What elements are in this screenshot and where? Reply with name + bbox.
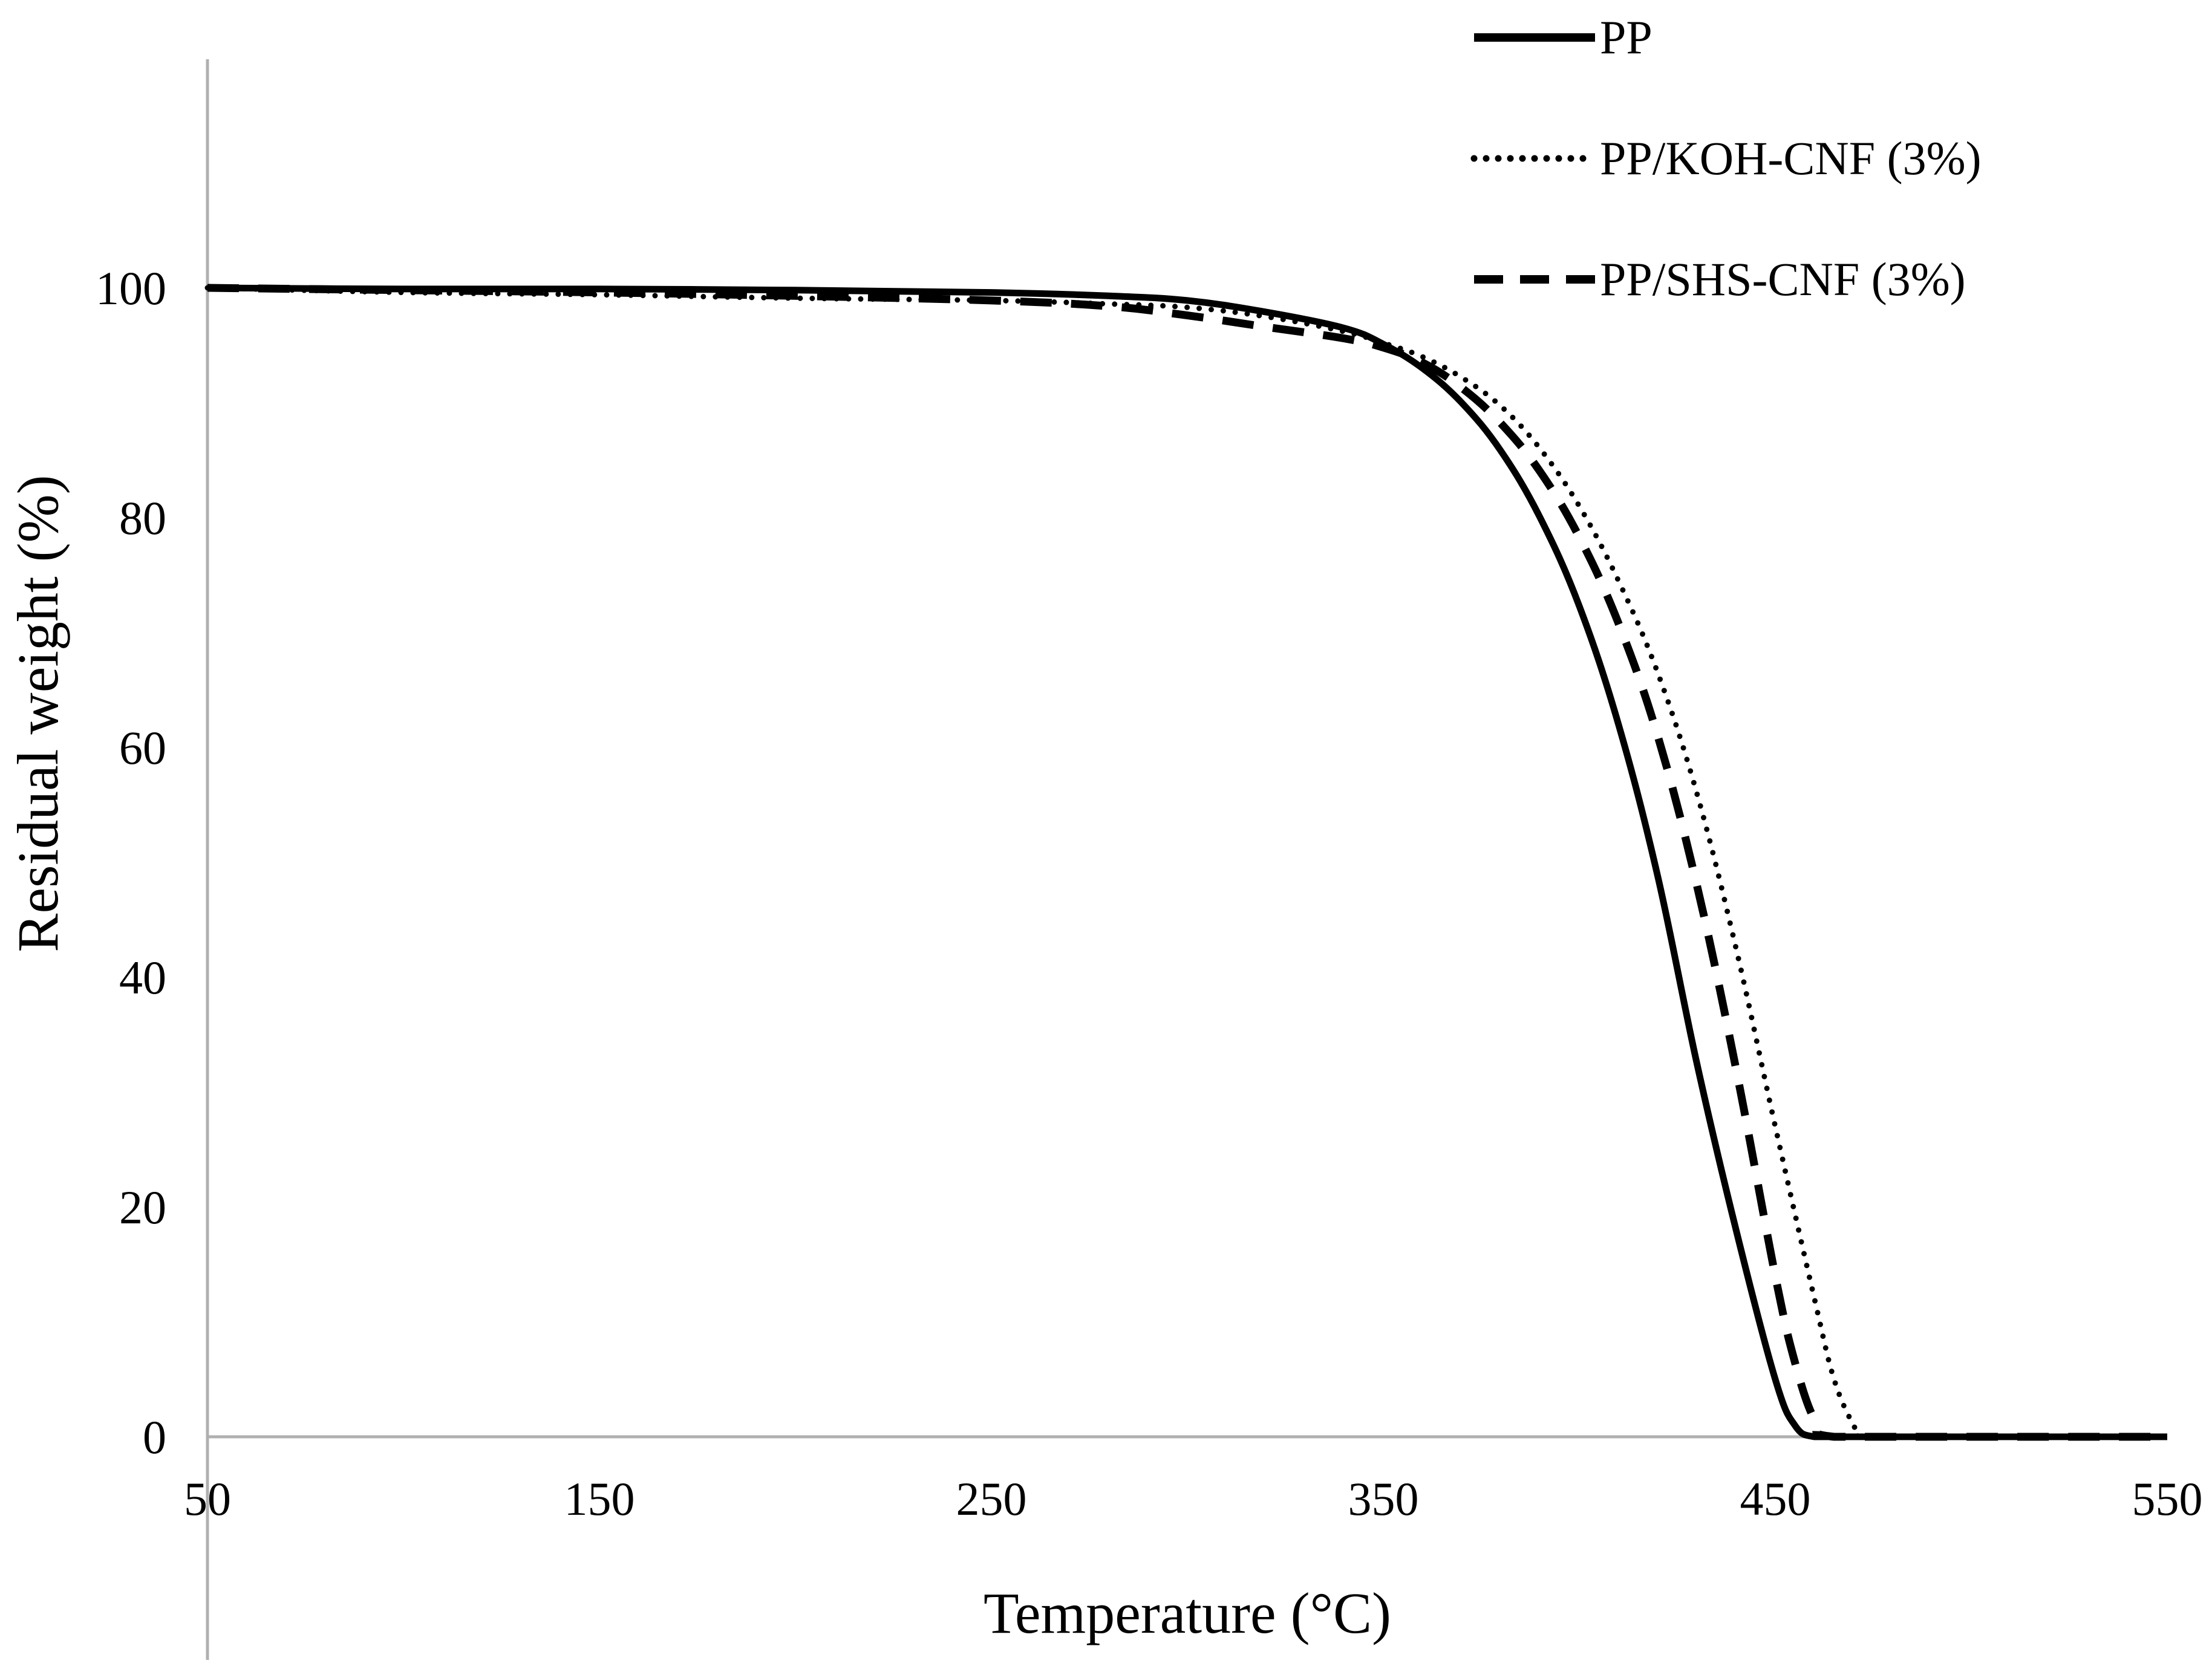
legend-label-shs: PP/SHS-CNF (3%) (1600, 253, 1966, 305)
series-line-0 (207, 284, 2167, 1440)
x-tick-label: 550 (2132, 1472, 2203, 1525)
x-tick-label: 150 (564, 1472, 635, 1525)
y-tick-label: 0 (143, 1411, 166, 1463)
y-tick-label: 100 (96, 262, 166, 314)
x-tick-label: 50 (184, 1472, 231, 1525)
y-tick-label: 80 (119, 492, 166, 544)
y-tick-label: 40 (119, 951, 166, 1004)
y-axis-title: Residual weight (%) (5, 475, 70, 952)
legend-label-koh: PP/KOH-CNF (3%) (1600, 132, 1982, 184)
x-tick-label: 250 (956, 1472, 1027, 1525)
x-axis-title: Temperature (°C) (984, 1581, 1391, 1645)
series-line-2 (207, 284, 2167, 1441)
x-axis-ticks: 50 150 250 350 450 550 (184, 1472, 2203, 1525)
series-line-1 (204, 285, 2170, 1440)
y-tick-label: 20 (119, 1181, 166, 1234)
series-lines (204, 284, 2170, 1441)
legend-label-pp: PP (1600, 11, 1652, 63)
legend: PP PP/KOH-CNF (3%) PP/SHS-CNF (3%) (1470, 11, 1982, 305)
y-tick-label: 60 (119, 721, 166, 774)
y-axis-ticks: 0 20 40 60 80 100 (96, 262, 166, 1463)
x-tick-label: 450 (1740, 1472, 1811, 1525)
x-tick-label: 350 (1348, 1472, 1419, 1525)
